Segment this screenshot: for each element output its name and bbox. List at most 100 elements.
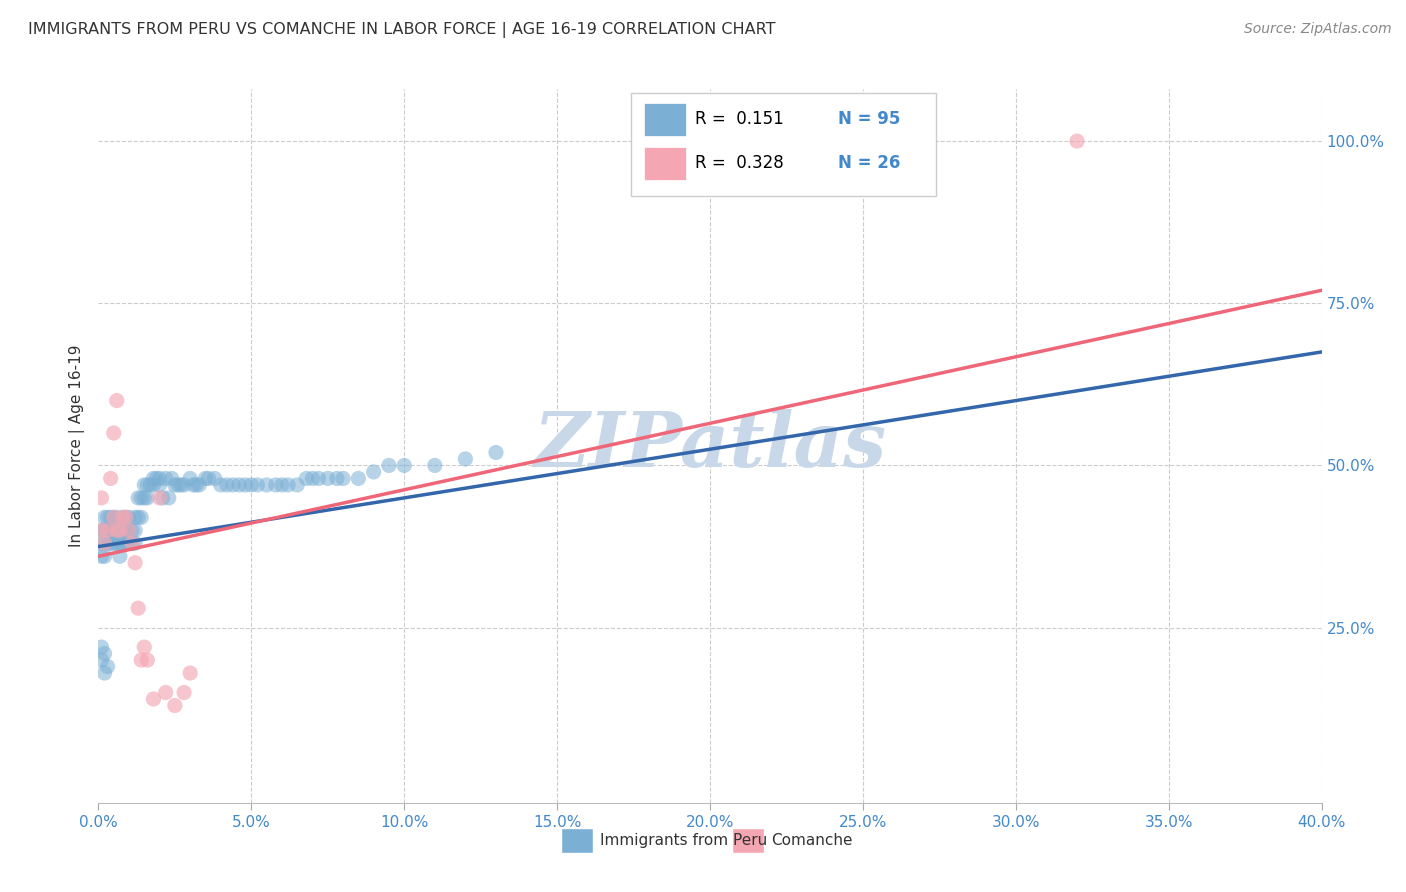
Point: [181, 478, 204, 492]
Point: [118, 536, 141, 550]
Point: [97, 659, 120, 673]
Point: [103, 510, 125, 524]
FancyBboxPatch shape: [644, 147, 686, 180]
FancyBboxPatch shape: [630, 93, 936, 196]
Point: [90, 653, 112, 667]
Point: [127, 601, 149, 615]
Point: [97, 536, 120, 550]
Text: Immigrants from Peru: Immigrants from Peru: [600, 833, 768, 848]
Point: [378, 458, 401, 473]
Point: [90, 524, 112, 538]
Point: [423, 458, 446, 473]
Point: [246, 478, 269, 492]
Point: [93, 536, 115, 550]
Point: [142, 471, 165, 485]
Point: [124, 556, 146, 570]
Point: [1066, 134, 1088, 148]
Point: [136, 478, 159, 492]
Point: [134, 640, 156, 654]
Point: [105, 524, 128, 538]
Point: [142, 478, 165, 492]
Point: [103, 536, 125, 550]
Point: [93, 647, 115, 661]
Text: Comanche: Comanche: [772, 833, 852, 848]
Point: [301, 471, 323, 485]
Point: [209, 478, 232, 492]
Point: [129, 491, 152, 505]
Point: [222, 478, 245, 492]
Point: [118, 524, 141, 538]
Point: [90, 524, 112, 538]
Point: [142, 692, 165, 706]
Point: [90, 640, 112, 654]
Y-axis label: In Labor Force | Age 16-19: In Labor Force | Age 16-19: [69, 344, 84, 548]
Point: [347, 471, 370, 485]
Point: [316, 471, 339, 485]
Point: [170, 478, 193, 492]
Point: [105, 536, 128, 550]
Point: [111, 524, 134, 538]
Point: [90, 549, 112, 564]
Point: [173, 478, 195, 492]
Point: [93, 524, 115, 538]
Point: [149, 478, 172, 492]
Point: [129, 653, 152, 667]
Point: [152, 491, 174, 505]
Point: [167, 478, 190, 492]
Point: [136, 653, 159, 667]
Point: [136, 491, 159, 505]
Point: [115, 524, 138, 538]
Point: [108, 524, 131, 538]
Point: [100, 510, 122, 524]
Point: [97, 510, 120, 524]
Point: [115, 510, 138, 524]
Point: [121, 524, 143, 538]
FancyBboxPatch shape: [561, 829, 592, 853]
Point: [93, 536, 115, 550]
Point: [111, 510, 134, 524]
Point: [93, 510, 115, 524]
Point: [118, 510, 141, 524]
Point: [228, 478, 250, 492]
Point: [103, 425, 125, 440]
Point: [270, 478, 292, 492]
Point: [454, 452, 477, 467]
Point: [179, 666, 201, 681]
Point: [277, 478, 299, 492]
Point: [105, 393, 128, 408]
Point: [163, 698, 186, 713]
Point: [326, 471, 349, 485]
Point: [134, 491, 156, 505]
Text: IMMIGRANTS FROM PERU VS COMANCHE IN LABOR FORCE | AGE 16-19 CORRELATION CHART: IMMIGRANTS FROM PERU VS COMANCHE IN LABO…: [28, 22, 776, 38]
Point: [100, 536, 122, 550]
Point: [111, 536, 134, 550]
Point: [264, 478, 287, 492]
Point: [163, 478, 186, 492]
Point: [188, 478, 211, 492]
Text: R =  0.328: R = 0.328: [696, 154, 785, 172]
Point: [103, 524, 125, 538]
Point: [308, 471, 330, 485]
Point: [90, 536, 112, 550]
Point: [204, 471, 226, 485]
Point: [108, 549, 131, 564]
Point: [149, 491, 172, 505]
Point: [197, 471, 219, 485]
Point: [332, 471, 354, 485]
Point: [108, 524, 131, 538]
Point: [186, 478, 208, 492]
Point: [139, 478, 162, 492]
Point: [90, 491, 112, 505]
Point: [118, 524, 141, 538]
Point: [127, 510, 149, 524]
Point: [111, 510, 134, 524]
Point: [173, 685, 195, 699]
Point: [134, 478, 156, 492]
Text: R =  0.151: R = 0.151: [696, 111, 785, 128]
Point: [103, 510, 125, 524]
Point: [115, 536, 138, 550]
Point: [100, 524, 122, 538]
Point: [145, 471, 167, 485]
Point: [256, 478, 278, 492]
Point: [127, 491, 149, 505]
